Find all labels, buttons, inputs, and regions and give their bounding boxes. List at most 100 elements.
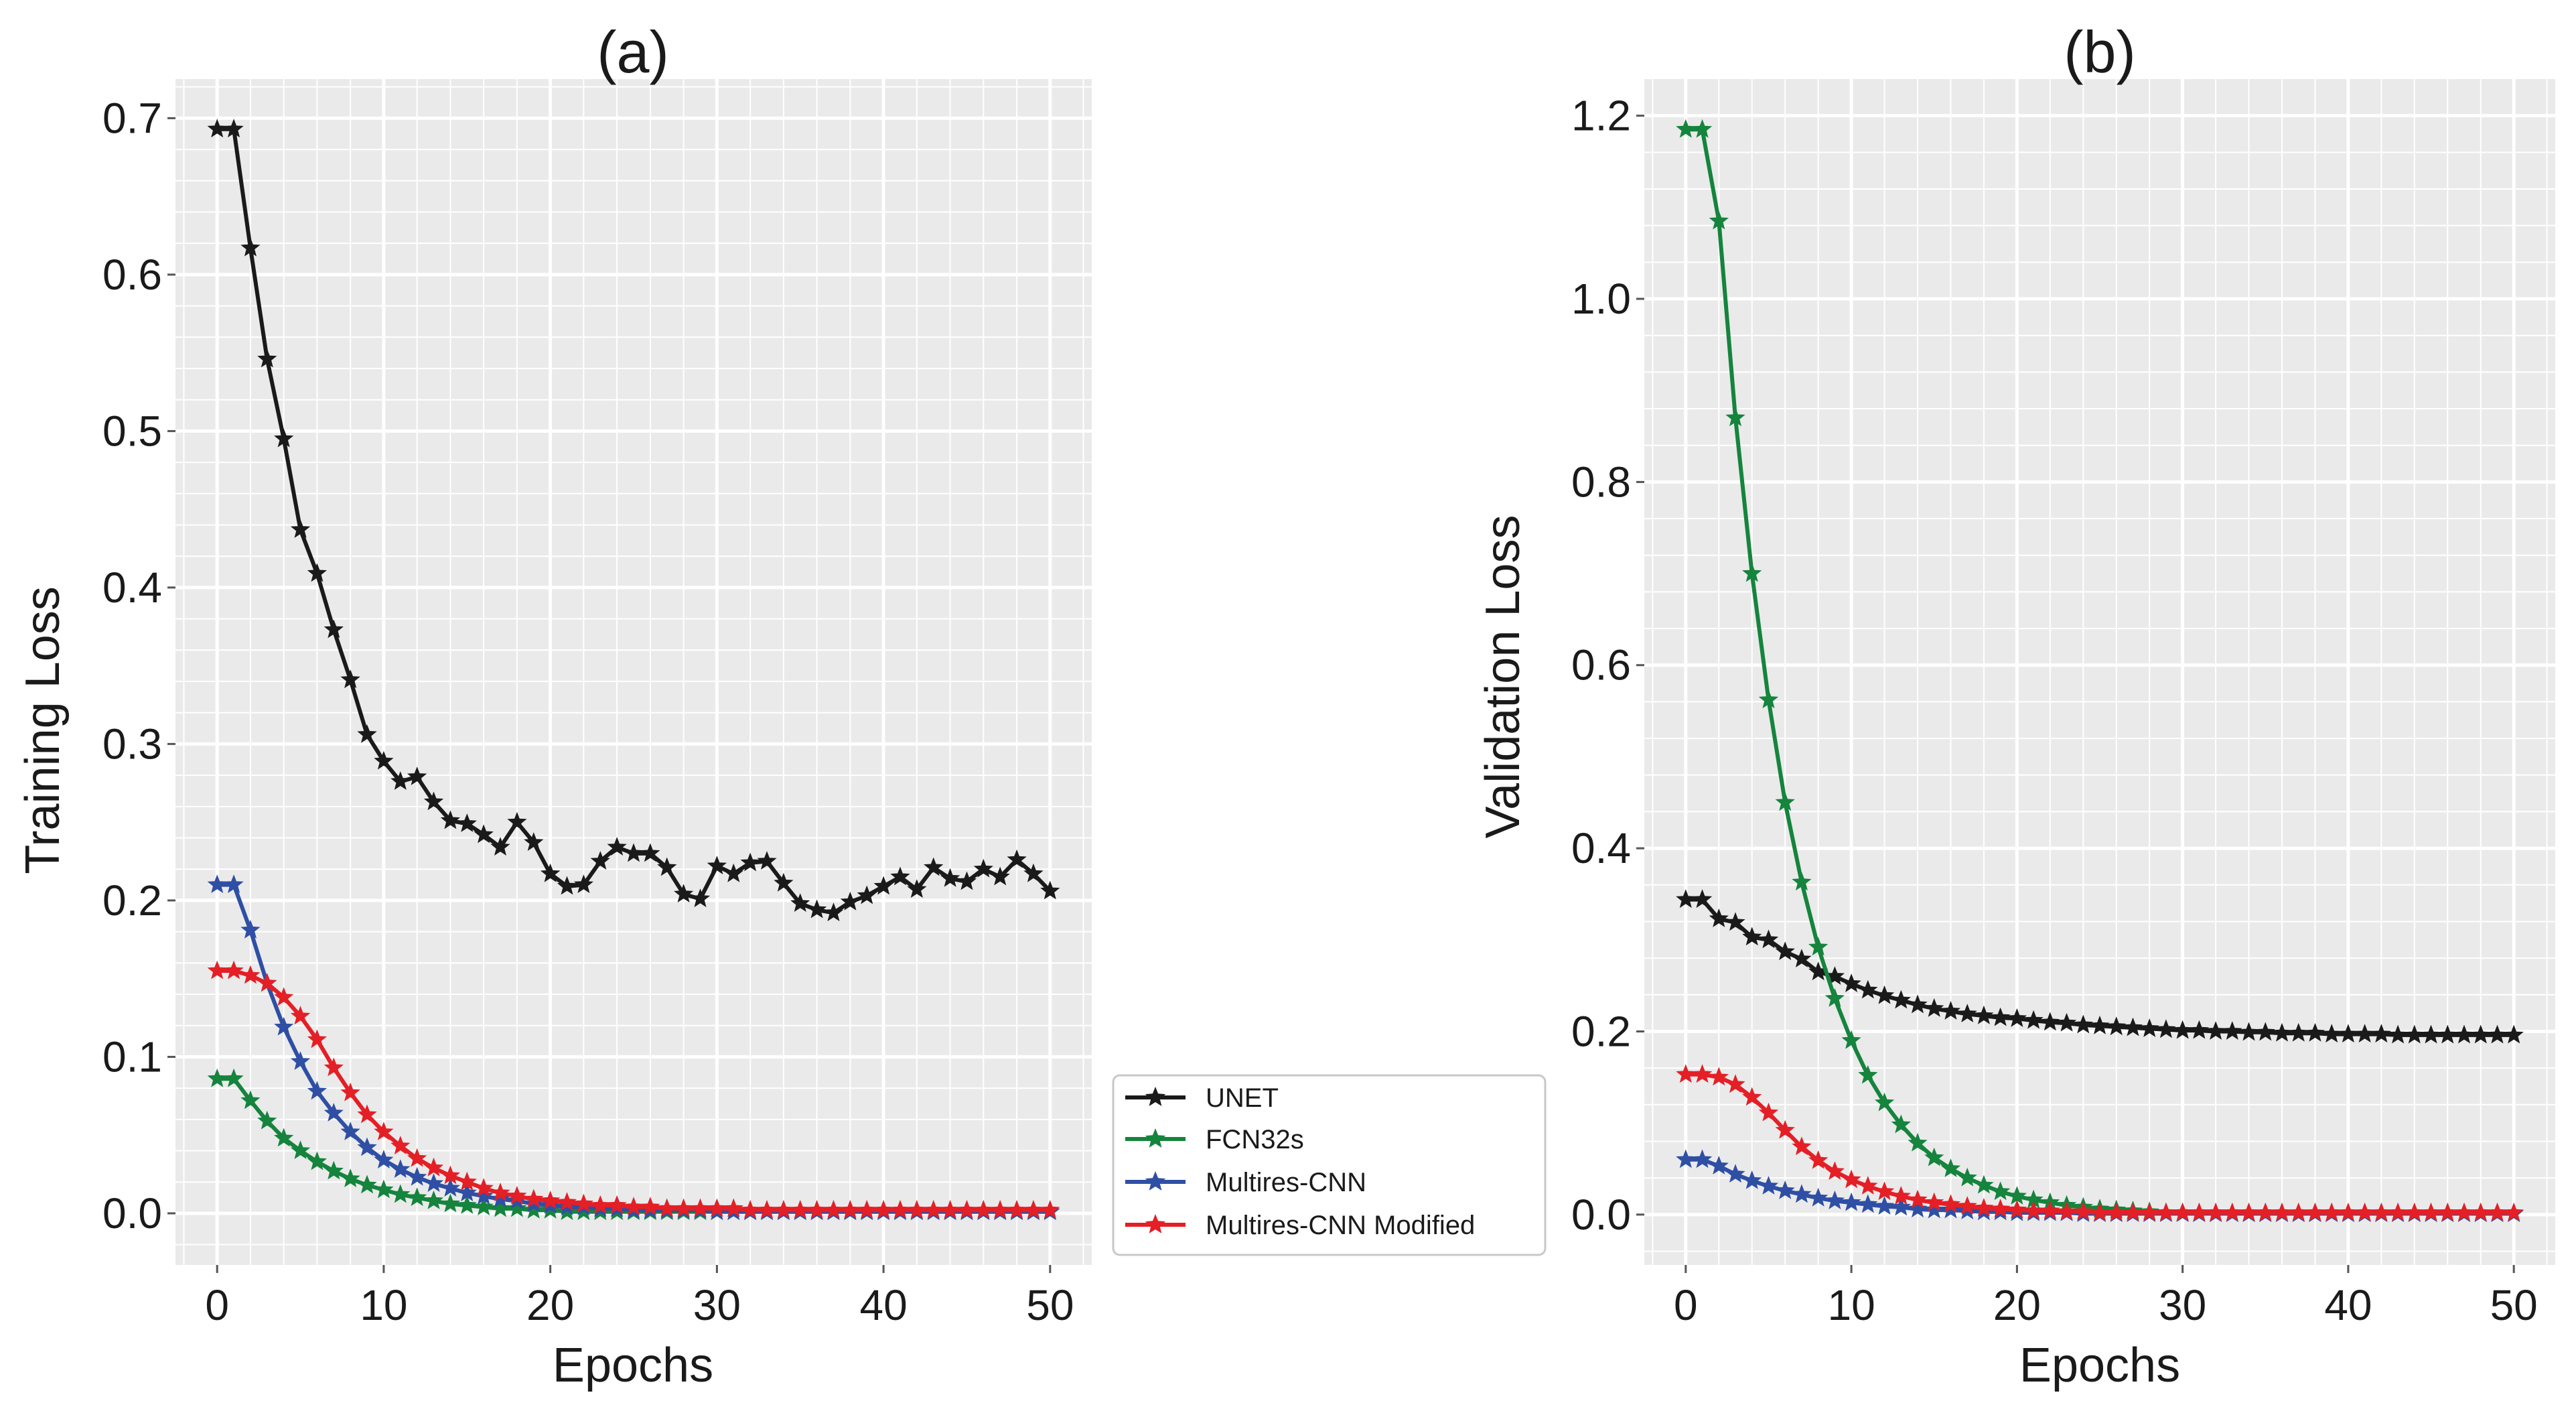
data-point [1841,1192,1861,1211]
data-point [474,1197,494,1216]
legend-marker [1145,1087,1166,1106]
data-point [1824,1161,1845,1181]
plot-area: 0 10 20 30 40 50 0.0 0.1 0.2 0.3 0.4 0.5 0.6 0.7 [102,79,1092,1329]
data-point [524,1189,544,1208]
data-point [1824,1190,1845,1209]
data-point [457,813,477,832]
data-point [2338,1024,2358,1043]
data-point [2040,1201,2060,1219]
data-point [1990,1007,2011,1026]
data-point [757,851,777,870]
data-point [507,811,527,831]
data-point [1023,863,1044,882]
data-point [407,766,427,785]
legend: UNET FCN32s Multires-CNN Multires-CNN Mo… [1112,1074,1547,1256]
data-point [440,1165,461,1185]
x-tick-label: 20 [526,1281,574,1329]
data-point [2321,1202,2342,1221]
data-point [1742,1170,1762,1189]
data-point [2172,1202,2193,1221]
data-point [1858,980,1878,999]
data-point [640,1197,660,1216]
plot-area: 0 10 20 30 40 50 0.0 0.2 0.4 0.6 0.8 1.0 1.2 [1571,79,2555,1329]
data-point [290,1006,311,1025]
data-point [2371,1024,2392,1043]
data-point [1841,974,1861,992]
data-point [324,619,344,639]
data-point [540,863,561,882]
y-tick-label: 0.0 [102,1189,162,1237]
panel-title: (a) [597,19,669,85]
data-point [2172,1020,2193,1039]
data-point [374,750,394,770]
y-tick-label: 0.1 [102,1032,162,1081]
data-point [540,1190,561,1209]
data-point [274,987,294,1006]
data-point [1742,927,1762,946]
y-tick-label: 0.2 [102,876,162,925]
data-point [973,858,993,878]
data-point [257,1110,277,1130]
series-unet [1676,889,2524,1044]
data-point [2305,1202,2325,1221]
data-point [607,837,627,856]
data-point [1742,1087,1762,1106]
data-point [690,1198,711,1217]
data-point [2289,1022,2309,1042]
data-point [207,874,227,894]
data-point [790,893,810,913]
data-point [873,876,893,895]
data-point [2487,1202,2508,1221]
data-point [1808,1187,1829,1207]
data-point [790,1199,810,1219]
data-point [507,1198,527,1217]
data-point [440,810,461,829]
data-point [956,1199,977,1219]
data-point [774,1199,794,1219]
legend-marker [1145,1171,1166,1191]
data-point [1775,941,1795,961]
x-axis-label: Epochs [553,1339,713,1392]
series-multires-cnn-modified [207,960,1060,1219]
data-point [1924,1192,1944,1211]
data-point [1858,1065,1878,1084]
x-tick-label: 0 [205,1281,229,1329]
data-point [707,1198,727,1217]
data-point [757,1199,777,1219]
data-point [2123,1017,2143,1036]
data-point [1891,1114,1911,1134]
panel-a: 0 10 20 30 40 500.00.10.20.30.40.50.60.7 (a) … [16,19,1092,1392]
y-tick-label: 1.2 [1571,92,1631,140]
data-point [2421,1202,2441,1221]
data-point [440,1178,461,1197]
legend-entry-fcn32s: FCN32s [1125,1125,1304,1154]
data-point [640,843,660,862]
data-point [340,1122,360,1140]
data-point [240,965,261,984]
data-point [2504,1202,2524,1221]
data-point [1758,689,1779,709]
data-point [423,1157,444,1177]
data-point [723,863,743,882]
data-point [357,724,377,743]
data-point [1957,1167,1977,1187]
data-point [1974,1197,1994,1217]
data-point [274,1016,294,1036]
y-axis-label: Training Loss [16,586,70,874]
data-point [374,1150,394,1169]
data-point [2338,1202,2358,1221]
data-point [2255,1202,2275,1221]
data-point [390,1136,411,1155]
data-point [806,1199,827,1219]
data-point [1725,1074,1745,1093]
y-tick-label: 0.2 [1571,1007,1631,1055]
data-point [1874,1181,1895,1201]
data-point [340,1082,360,1101]
data-point [2405,1024,2425,1044]
data-point [1908,1132,1928,1152]
data-point [1990,1199,2011,1218]
data-point [2056,1012,2077,1032]
x-tick-label: 40 [2324,1281,2372,1329]
y-tick-label: 0.4 [102,563,162,612]
